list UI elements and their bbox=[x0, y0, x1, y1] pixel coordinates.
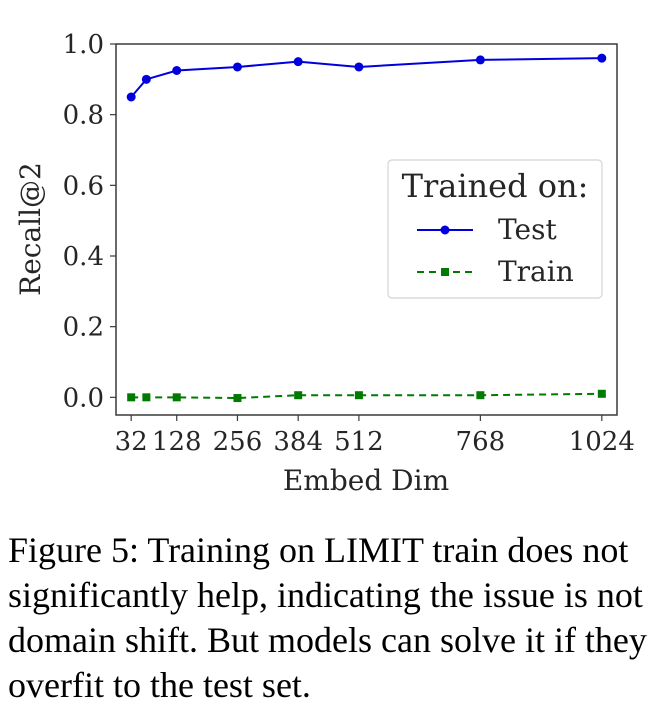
data-point-test bbox=[597, 53, 607, 63]
x-tick-label: 512 bbox=[334, 427, 384, 457]
x-tick-label: 32 bbox=[115, 427, 148, 457]
legend-label-train: Train bbox=[498, 255, 574, 288]
data-point-test bbox=[475, 55, 485, 65]
series-line-test bbox=[130, 57, 602, 98]
legend-label-test: Test bbox=[498, 213, 557, 246]
figure-caption: Figure 5: Training on LIMIT train does n… bbox=[8, 530, 647, 705]
data-point-train bbox=[233, 394, 242, 403]
y-tick-label: 0.6 bbox=[63, 171, 104, 201]
x-tick-label: 1024 bbox=[569, 427, 635, 457]
y-tick-label: 0.0 bbox=[63, 383, 104, 413]
legend: Trained on: Test Train bbox=[387, 159, 603, 299]
y-tick-label: 0.4 bbox=[63, 242, 104, 272]
legend-marker-train bbox=[441, 268, 449, 276]
legend-items: Test Train bbox=[417, 213, 574, 288]
y-axis-label: Recall@2 bbox=[14, 162, 47, 296]
y-tick-label: 1.0 bbox=[63, 30, 104, 60]
series-line-train bbox=[131, 392, 602, 400]
y-tick-label: 0.2 bbox=[63, 313, 104, 343]
legend-marker-test bbox=[440, 225, 450, 235]
data-point-train bbox=[354, 391, 363, 400]
data-point-train bbox=[127, 393, 136, 402]
x-tick-label: 256 bbox=[213, 427, 263, 457]
data-point-train bbox=[142, 393, 151, 402]
recall-chart: 0.0 0.2 0.4 0.6 0.8 1.0 32 128 256 384 512 768 1024… bbox=[14, 30, 635, 497]
data-point-test bbox=[141, 74, 151, 84]
data-point-test bbox=[354, 62, 364, 72]
y-tick-label: 0.8 bbox=[63, 101, 104, 131]
series-layer bbox=[126, 53, 607, 403]
x-tick-label: 384 bbox=[273, 427, 323, 457]
data-point-test bbox=[293, 57, 303, 67]
x-tick-label: 768 bbox=[456, 427, 506, 457]
data-point-test bbox=[172, 66, 182, 75]
plot-frame bbox=[115, 43, 618, 416]
data-point-test bbox=[232, 62, 242, 72]
data-point-test bbox=[126, 92, 136, 102]
x-axis-ticks: 32 128 256 384 512 768 1024 bbox=[115, 415, 635, 457]
data-point-train bbox=[294, 391, 303, 400]
data-point-train bbox=[172, 393, 181, 402]
data-point-train bbox=[597, 389, 606, 398]
legend-box bbox=[387, 159, 603, 299]
y-axis-ticks: 0.0 0.2 0.4 0.6 0.8 1.0 bbox=[63, 30, 116, 413]
data-point-train bbox=[476, 391, 485, 400]
x-tick-label: 128 bbox=[152, 427, 202, 457]
x-axis-label: Embed Dim bbox=[283, 464, 449, 497]
legend-title: Trained on: bbox=[402, 167, 589, 205]
